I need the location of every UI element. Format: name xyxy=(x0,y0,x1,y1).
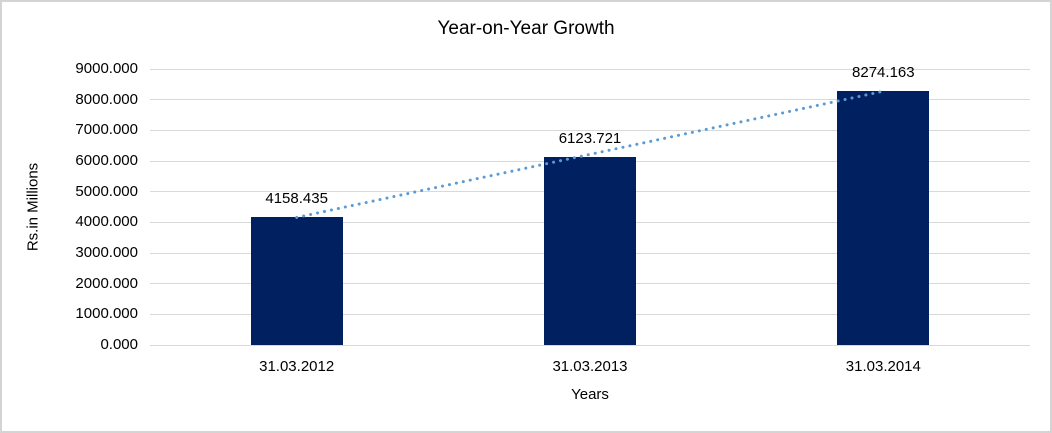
y-tick-label: 6000.000 xyxy=(75,152,138,169)
y-tick-label: 8000.000 xyxy=(75,90,138,108)
bar-0 xyxy=(250,217,343,345)
chart-title: Year-on-Year Growth xyxy=(437,18,615,39)
gridline xyxy=(150,68,1030,70)
bar-value-label: 8274.163 xyxy=(852,64,915,82)
bar-value-label: 4158.435 xyxy=(265,190,328,208)
y-tick-label: 7000.000 xyxy=(75,121,138,139)
x-tick-label: 31.03.2012 xyxy=(259,358,335,375)
y-tick-label: 5000.000 xyxy=(75,182,138,200)
gridline xyxy=(150,344,1030,346)
x-tick-label: 31.03.2014 xyxy=(845,358,921,375)
y-tick-label: 2000.000 xyxy=(75,274,138,292)
bar-2 xyxy=(837,91,930,345)
y-tick-label: 0.000 xyxy=(100,336,138,353)
bar-value-label: 6123.721 xyxy=(558,130,622,148)
x-axis-title: Years xyxy=(571,386,609,403)
y-tick-label: 4000.000 xyxy=(75,213,138,231)
y-tick-label: 9000.000 xyxy=(75,60,138,77)
y-tick-label: 1000.000 xyxy=(75,305,138,323)
bar-1 xyxy=(544,157,636,345)
x-tick-label: 31.03.2013 xyxy=(552,358,628,375)
y-axis-title: Rs.in Millions xyxy=(24,162,42,252)
y-tick-label: 3000.000 xyxy=(75,244,138,261)
